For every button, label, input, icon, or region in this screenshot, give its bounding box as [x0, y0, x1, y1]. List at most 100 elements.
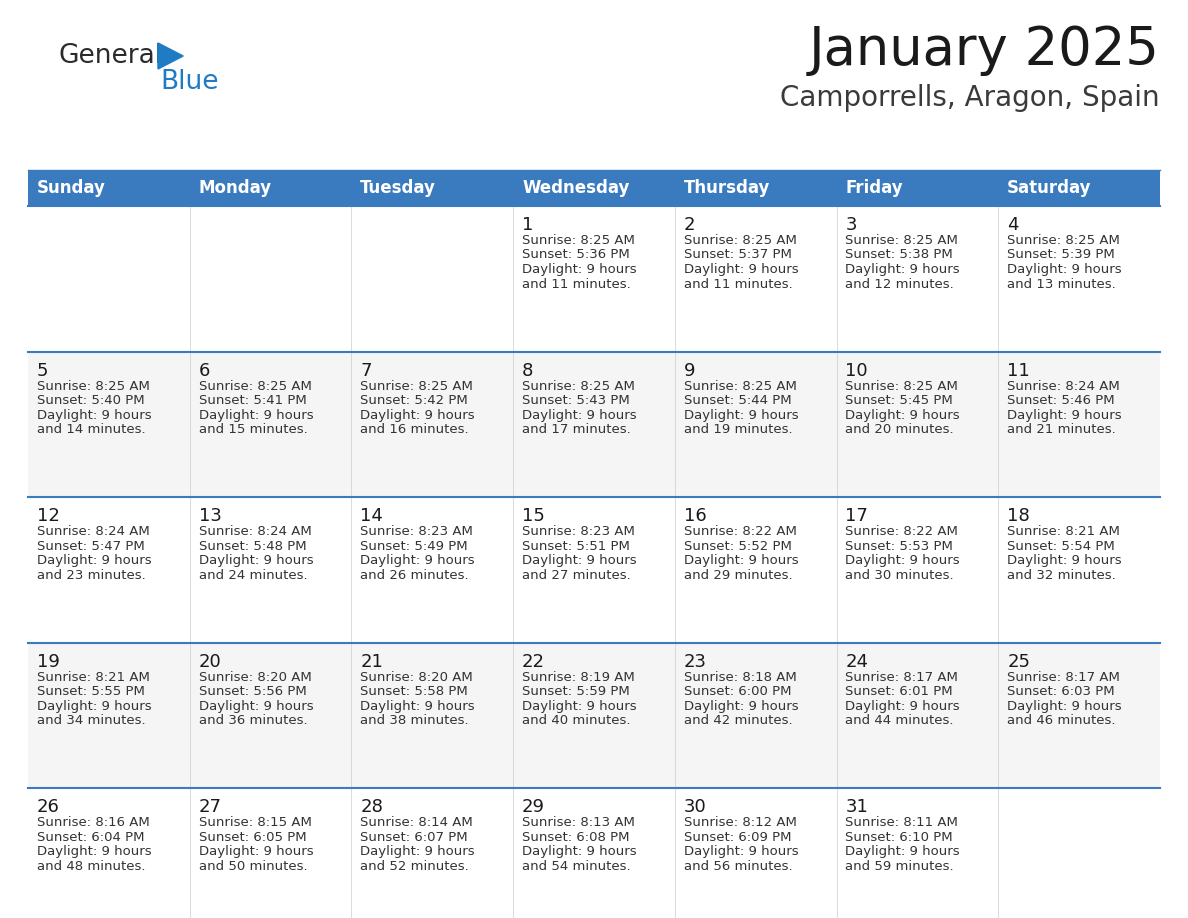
Text: Sunrise: 8:25 AM: Sunrise: 8:25 AM — [37, 380, 150, 393]
Text: Daylight: 9 hours: Daylight: 9 hours — [360, 554, 475, 567]
Text: Daylight: 9 hours: Daylight: 9 hours — [360, 845, 475, 858]
Text: Blue: Blue — [160, 69, 219, 95]
Text: Sunset: 5:58 PM: Sunset: 5:58 PM — [360, 686, 468, 699]
Text: Wednesday: Wednesday — [522, 179, 630, 197]
Text: Sunrise: 8:24 AM: Sunrise: 8:24 AM — [1007, 380, 1120, 393]
Text: Sunrise: 8:18 AM: Sunrise: 8:18 AM — [684, 671, 796, 684]
Text: and 59 minutes.: and 59 minutes. — [846, 860, 954, 873]
Text: Thursday: Thursday — [684, 179, 770, 197]
Text: 13: 13 — [198, 508, 221, 525]
Text: Daylight: 9 hours: Daylight: 9 hours — [684, 700, 798, 712]
Text: Daylight: 9 hours: Daylight: 9 hours — [846, 409, 960, 421]
Text: and 24 minutes.: and 24 minutes. — [198, 568, 308, 582]
Text: Sunrise: 8:25 AM: Sunrise: 8:25 AM — [684, 380, 797, 393]
Text: 11: 11 — [1007, 362, 1030, 380]
Text: and 19 minutes.: and 19 minutes. — [684, 423, 792, 436]
Text: 16: 16 — [684, 508, 707, 525]
Text: Sunrise: 8:22 AM: Sunrise: 8:22 AM — [684, 525, 797, 538]
Text: Sunrise: 8:21 AM: Sunrise: 8:21 AM — [37, 671, 150, 684]
Text: 29: 29 — [522, 799, 545, 816]
Text: Sunset: 5:36 PM: Sunset: 5:36 PM — [522, 249, 630, 262]
Text: 21: 21 — [360, 653, 384, 671]
Polygon shape — [158, 43, 183, 69]
Text: Sunrise: 8:20 AM: Sunrise: 8:20 AM — [198, 671, 311, 684]
Text: and 13 minutes.: and 13 minutes. — [1007, 277, 1116, 290]
Text: Sunrise: 8:13 AM: Sunrise: 8:13 AM — [522, 816, 634, 829]
Text: 8: 8 — [522, 362, 533, 380]
Text: Sunrise: 8:11 AM: Sunrise: 8:11 AM — [846, 816, 959, 829]
Text: 3: 3 — [846, 216, 857, 234]
Text: Sunrise: 8:14 AM: Sunrise: 8:14 AM — [360, 816, 473, 829]
Text: Daylight: 9 hours: Daylight: 9 hours — [360, 700, 475, 712]
Text: Sunset: 5:38 PM: Sunset: 5:38 PM — [846, 249, 953, 262]
Text: Sunrise: 8:25 AM: Sunrise: 8:25 AM — [522, 380, 634, 393]
Text: 6: 6 — [198, 362, 210, 380]
Text: and 11 minutes.: and 11 minutes. — [522, 277, 631, 290]
Text: Sunset: 5:49 PM: Sunset: 5:49 PM — [360, 540, 468, 553]
Text: Sunset: 5:41 PM: Sunset: 5:41 PM — [198, 394, 307, 407]
Text: 24: 24 — [846, 653, 868, 671]
Text: Daylight: 9 hours: Daylight: 9 hours — [846, 845, 960, 858]
Text: Sunset: 6:04 PM: Sunset: 6:04 PM — [37, 831, 145, 844]
Text: Sunrise: 8:17 AM: Sunrise: 8:17 AM — [1007, 671, 1120, 684]
Text: Camporrells, Aragon, Spain: Camporrells, Aragon, Spain — [781, 84, 1159, 112]
Bar — [190, 170, 352, 206]
Text: Sunrise: 8:25 AM: Sunrise: 8:25 AM — [360, 380, 473, 393]
Text: and 44 minutes.: and 44 minutes. — [846, 714, 954, 727]
Text: 22: 22 — [522, 653, 545, 671]
Text: Daylight: 9 hours: Daylight: 9 hours — [37, 845, 152, 858]
Text: Sunrise: 8:19 AM: Sunrise: 8:19 AM — [522, 671, 634, 684]
Text: Sunrise: 8:25 AM: Sunrise: 8:25 AM — [846, 380, 959, 393]
Text: and 50 minutes.: and 50 minutes. — [198, 860, 308, 873]
Text: Daylight: 9 hours: Daylight: 9 hours — [360, 409, 475, 421]
Text: Sunrise: 8:17 AM: Sunrise: 8:17 AM — [846, 671, 959, 684]
Text: and 23 minutes.: and 23 minutes. — [37, 568, 146, 582]
Bar — [998, 170, 1159, 206]
Text: and 20 minutes.: and 20 minutes. — [846, 423, 954, 436]
Text: and 54 minutes.: and 54 minutes. — [522, 860, 631, 873]
Text: Sunrise: 8:25 AM: Sunrise: 8:25 AM — [846, 234, 959, 247]
Text: Daylight: 9 hours: Daylight: 9 hours — [684, 263, 798, 276]
Text: Sunday: Sunday — [37, 179, 106, 197]
Text: Sunrise: 8:25 AM: Sunrise: 8:25 AM — [1007, 234, 1120, 247]
Text: Sunrise: 8:24 AM: Sunrise: 8:24 AM — [37, 525, 150, 538]
Text: Sunset: 6:03 PM: Sunset: 6:03 PM — [1007, 686, 1114, 699]
Text: Sunrise: 8:25 AM: Sunrise: 8:25 AM — [522, 234, 634, 247]
Text: and 15 minutes.: and 15 minutes. — [198, 423, 308, 436]
Text: Sunset: 6:07 PM: Sunset: 6:07 PM — [360, 831, 468, 844]
Text: Sunset: 5:59 PM: Sunset: 5:59 PM — [522, 686, 630, 699]
Text: Sunrise: 8:20 AM: Sunrise: 8:20 AM — [360, 671, 473, 684]
Text: Sunset: 6:00 PM: Sunset: 6:00 PM — [684, 686, 791, 699]
Text: Sunset: 5:46 PM: Sunset: 5:46 PM — [1007, 394, 1114, 407]
Text: and 27 minutes.: and 27 minutes. — [522, 568, 631, 582]
Text: Sunset: 5:55 PM: Sunset: 5:55 PM — [37, 686, 145, 699]
Text: Sunset: 5:45 PM: Sunset: 5:45 PM — [846, 394, 953, 407]
Text: and 21 minutes.: and 21 minutes. — [1007, 423, 1116, 436]
Text: Daylight: 9 hours: Daylight: 9 hours — [198, 554, 314, 567]
Text: Daylight: 9 hours: Daylight: 9 hours — [1007, 700, 1121, 712]
Text: and 52 minutes.: and 52 minutes. — [360, 860, 469, 873]
Bar — [29, 498, 1159, 643]
Text: Sunset: 6:08 PM: Sunset: 6:08 PM — [522, 831, 630, 844]
Text: Sunset: 5:53 PM: Sunset: 5:53 PM — [846, 540, 953, 553]
Text: Sunset: 5:42 PM: Sunset: 5:42 PM — [360, 394, 468, 407]
Text: Sunset: 5:51 PM: Sunset: 5:51 PM — [522, 540, 630, 553]
Text: Daylight: 9 hours: Daylight: 9 hours — [684, 554, 798, 567]
Text: Sunset: 5:40 PM: Sunset: 5:40 PM — [37, 394, 145, 407]
Bar — [29, 170, 190, 206]
Text: Sunset: 5:54 PM: Sunset: 5:54 PM — [1007, 540, 1114, 553]
Text: 12: 12 — [37, 508, 59, 525]
Text: Sunrise: 8:24 AM: Sunrise: 8:24 AM — [198, 525, 311, 538]
Text: Sunrise: 8:21 AM: Sunrise: 8:21 AM — [1007, 525, 1120, 538]
Text: January 2025: January 2025 — [809, 24, 1159, 76]
Text: and 11 minutes.: and 11 minutes. — [684, 277, 792, 290]
Text: General: General — [58, 43, 162, 69]
Text: Daylight: 9 hours: Daylight: 9 hours — [846, 554, 960, 567]
Text: Monday: Monday — [198, 179, 272, 197]
Text: Sunset: 6:10 PM: Sunset: 6:10 PM — [846, 831, 953, 844]
Text: and 14 minutes.: and 14 minutes. — [37, 423, 145, 436]
Text: Daylight: 9 hours: Daylight: 9 hours — [37, 700, 152, 712]
Text: and 36 minutes.: and 36 minutes. — [198, 714, 308, 727]
Text: and 38 minutes.: and 38 minutes. — [360, 714, 469, 727]
Text: Daylight: 9 hours: Daylight: 9 hours — [684, 409, 798, 421]
